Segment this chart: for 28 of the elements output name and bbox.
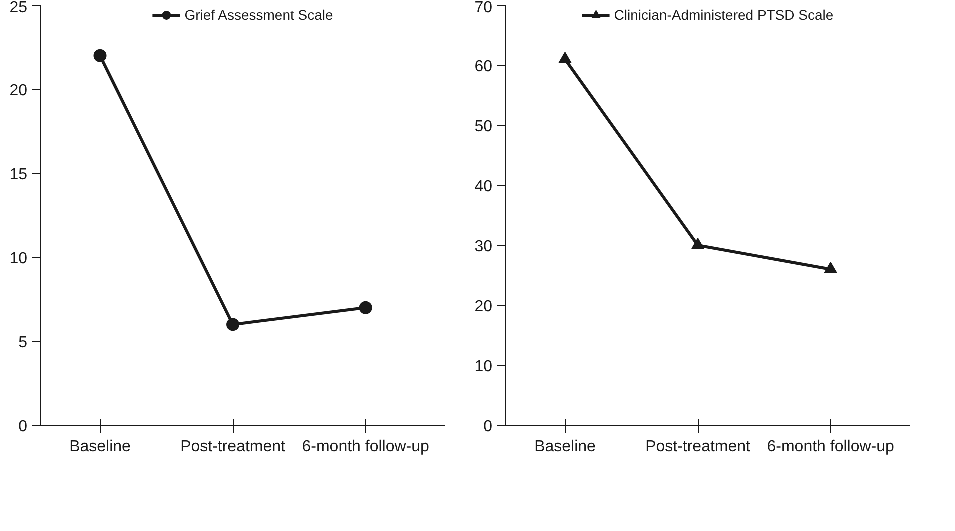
y-tick-label: 10 bbox=[10, 250, 28, 268]
point bbox=[226, 318, 240, 332]
y-tick-label: 50 bbox=[474, 118, 493, 136]
x-tick-label: 6-month follow-up bbox=[767, 438, 895, 456]
y-tick-label: 20 bbox=[474, 298, 493, 316]
y-tick-label: 0 bbox=[18, 418, 28, 436]
point bbox=[359, 301, 372, 314]
legend-label: Grief Assessment Scale bbox=[184, 7, 334, 23]
y-tick-label: 20 bbox=[10, 82, 28, 100]
y-tick-label: 0 bbox=[484, 418, 493, 436]
x-tick-label: Post-treatment bbox=[180, 438, 286, 456]
point bbox=[558, 52, 572, 64]
y-tick-label: 5 bbox=[18, 334, 28, 352]
x-tick-label: Baseline bbox=[534, 438, 596, 456]
x-tick-label: Baseline bbox=[70, 438, 132, 456]
y-tick-label: 40 bbox=[474, 178, 493, 196]
point bbox=[692, 238, 705, 250]
legend-label: Clinician-Administered PTSD Scale bbox=[614, 7, 834, 23]
y-tick-label: 10 bbox=[474, 358, 493, 376]
point bbox=[824, 262, 838, 274]
y-tick-label: 30 bbox=[474, 238, 493, 256]
x-tick-label: Post-treatment bbox=[646, 438, 752, 456]
y-tick-label: 15 bbox=[10, 166, 28, 184]
x-tick-label: 6-month follow-up bbox=[302, 438, 430, 456]
point bbox=[94, 49, 107, 62]
y-tick-label: 60 bbox=[474, 58, 493, 76]
y-tick-label: 70 bbox=[474, 0, 493, 16]
y-tick-label: 25 bbox=[10, 0, 28, 16]
